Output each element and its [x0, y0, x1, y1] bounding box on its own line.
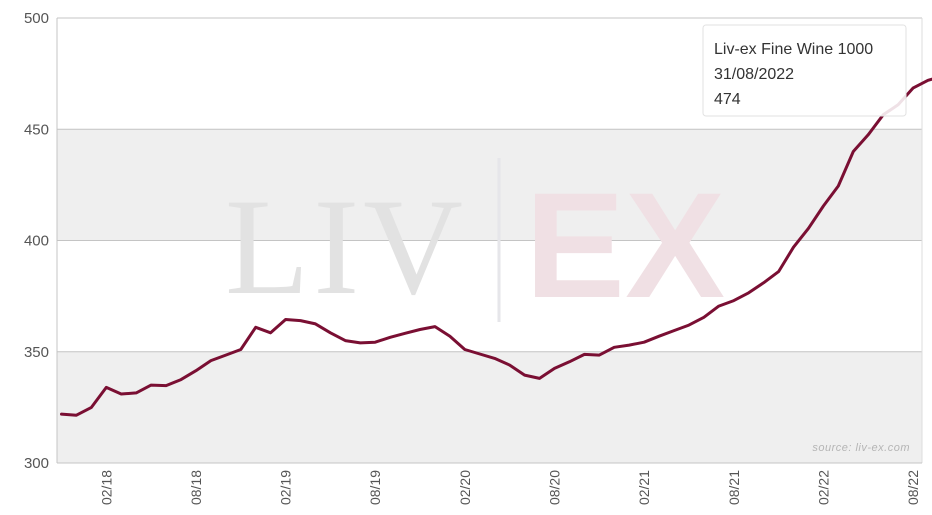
plot-band	[57, 351, 922, 463]
plot-bands	[57, 129, 922, 463]
watermark-liv: LIV	[225, 170, 467, 323]
x-tick-label: 08/20	[546, 470, 562, 505]
tooltip-date: 31/08/2022	[714, 66, 794, 83]
series-line-liv-ex-fine-wine-1000[interactable]	[60, 75, 932, 417]
watermark-ex: EX	[525, 161, 725, 329]
watermark: LIV EX	[225, 158, 725, 329]
tooltip-series-name: Liv-ex Fine Wine 1000	[714, 41, 873, 58]
x-tick-label: 02/18	[98, 470, 114, 505]
x-tick-labels: 02/18 08/18 02/19 08/19 02/20 08/20 02/21 08/21…	[98, 470, 921, 505]
x-tick-label: 08/18	[188, 470, 204, 505]
x-tick-label: 08/21	[726, 470, 742, 505]
axes	[56, 18, 923, 464]
y-tick-label: 350	[24, 344, 49, 361]
y-tick-label: 300	[24, 455, 49, 472]
x-tick-label: 02/22	[815, 470, 831, 505]
y-tick-label: 400	[24, 233, 49, 250]
plot-band	[57, 129, 922, 241]
tooltip: Liv-ex Fine Wine 1000 31/08/2022 474	[702, 24, 907, 117]
x-tick-label: 08/19	[367, 470, 383, 505]
x-tick-label: 02/21	[636, 470, 652, 505]
y-tick-label: 500	[24, 10, 49, 27]
tooltip-value: 474	[714, 91, 741, 108]
x-tick-label: 08/22	[905, 470, 921, 505]
y-tick-labels: 300 350 400 450 500	[24, 10, 49, 472]
x-tick-label: 02/20	[457, 470, 473, 505]
source-note: source: liv-ex.com	[812, 442, 910, 454]
tooltip-box	[702, 24, 907, 117]
x-tick-label: 02/19	[278, 470, 294, 505]
y-tick-label: 450	[24, 121, 49, 138]
